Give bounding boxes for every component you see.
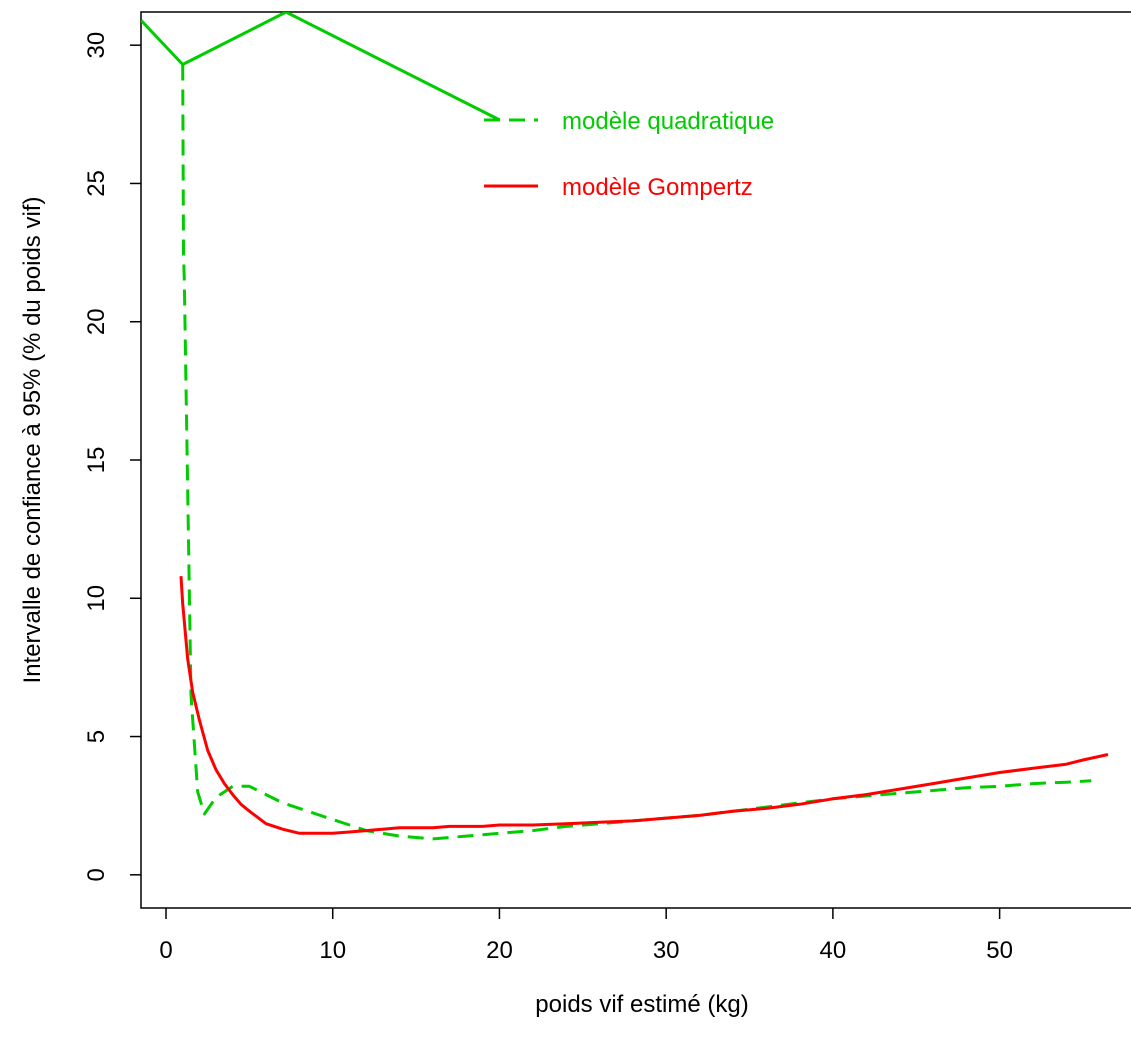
overlay-line bbox=[141, 12, 501, 122]
y-tick-label: 30 bbox=[83, 32, 110, 59]
y-tick-label: 20 bbox=[83, 308, 110, 335]
series-line-quadratique bbox=[181, 64, 1092, 841]
legend-label-quadratique: modèle quadratique bbox=[562, 108, 774, 135]
x-tick-label: 0 bbox=[159, 937, 172, 964]
legend: modèle quadratique modèle Gompertz bbox=[484, 108, 774, 201]
legend-label-gompertz: modèle Gompertz bbox=[562, 174, 753, 201]
y-tick-label: 0 bbox=[83, 868, 110, 881]
x-axis-title: poids vif estimé (kg) bbox=[535, 991, 748, 1018]
y-tick-label: 5 bbox=[83, 730, 110, 743]
y-axis-title: Intervalle de confiance à 95% (% du poid… bbox=[19, 197, 46, 684]
x-tick-label: 10 bbox=[319, 937, 346, 964]
series-line-gompertz bbox=[179, 576, 1109, 835]
x-tick-label: 20 bbox=[486, 937, 513, 964]
y-axis: 0 5 10 15 20 25 30 bbox=[83, 32, 141, 881]
x-tick-label: 50 bbox=[986, 937, 1013, 964]
plot-frame bbox=[140, 11, 1131, 909]
x-tick-label: 30 bbox=[653, 937, 680, 964]
plot-lines bbox=[141, 12, 1109, 841]
y-tick-label: 10 bbox=[83, 585, 110, 612]
y-tick-label: 25 bbox=[83, 170, 110, 197]
y-tick-label: 15 bbox=[83, 447, 110, 474]
x-axis: 0 10 20 30 40 50 bbox=[159, 908, 1013, 964]
x-tick-label: 40 bbox=[820, 937, 847, 964]
